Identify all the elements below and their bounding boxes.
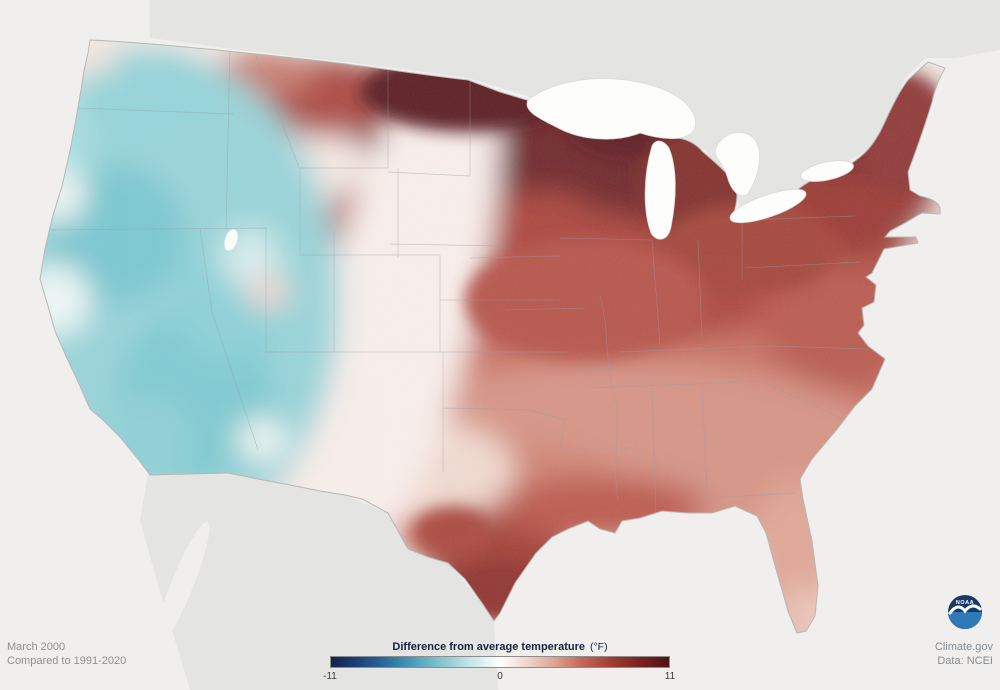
mexico-landmass bbox=[140, 473, 498, 690]
lake-erie bbox=[729, 188, 807, 224]
seagull-icon bbox=[948, 604, 982, 615]
map-period-block: March 2000 Compared to 1991-2020 bbox=[7, 640, 126, 668]
lake-superior bbox=[526, 78, 696, 140]
noaa-logo: NOAA bbox=[948, 595, 982, 629]
great-lakes bbox=[526, 78, 854, 240]
great-salt-lake bbox=[224, 229, 238, 251]
legend-title: Difference from average temperature (°F) bbox=[0, 641, 1000, 653]
legend-tick-zero: 0 bbox=[497, 671, 503, 682]
gulf-of-california bbox=[154, 521, 210, 649]
legend-units-text: (°F) bbox=[589, 641, 608, 653]
credit-data: Data: NCEI bbox=[937, 655, 993, 667]
legend-tick-min: -11 bbox=[323, 671, 337, 682]
noaa-logo-text: NOAA bbox=[956, 600, 974, 606]
legend-tick-max: 11 bbox=[664, 671, 676, 682]
baseline-label: Compared to 1991-2020 bbox=[7, 655, 127, 667]
period-label: March 2000 bbox=[7, 641, 66, 653]
lake-michigan bbox=[644, 140, 676, 240]
lake-ontario bbox=[800, 160, 854, 182]
legend-colorbar bbox=[330, 656, 670, 668]
legend-title-text: Difference from average temperature bbox=[392, 641, 585, 653]
credit-site: Climate.gov bbox=[934, 641, 993, 653]
state-borders bbox=[43, 44, 869, 519]
lake-huron bbox=[714, 131, 761, 197]
credits-block: Climate.gov Data: NCEI bbox=[935, 640, 993, 668]
